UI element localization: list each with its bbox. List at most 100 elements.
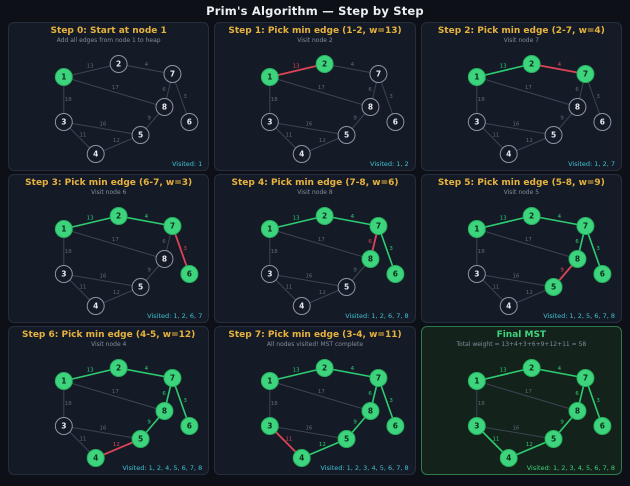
edge-weight-label-1-3: 18 xyxy=(271,97,278,103)
node-label-3: 3 xyxy=(268,422,273,431)
edge-weight-label-3-5: 16 xyxy=(512,274,519,280)
edge-weight-label-4-5: 12 xyxy=(526,442,533,448)
edge-weight-label-1-2: 13 xyxy=(499,64,506,70)
node-label-4: 4 xyxy=(506,302,511,311)
graph-edge-2-7 xyxy=(118,367,173,379)
node-label-3: 3 xyxy=(474,270,479,279)
graph-node-3 xyxy=(261,265,280,283)
graph-edge-2-7 xyxy=(531,367,586,379)
node-label-1: 1 xyxy=(474,225,479,234)
edge-weight-label-7-8: 6 xyxy=(162,87,166,93)
edge-weight-label-1-8: 17 xyxy=(318,85,325,91)
edge-weight-label-7-8: 6 xyxy=(369,239,373,245)
edge-weight-label-5-8: 9 xyxy=(560,116,564,122)
graph-node-8 xyxy=(361,98,380,116)
step-title: Step 3: Pick min edge (6-7, w=3) xyxy=(25,178,193,188)
node-label-1: 1 xyxy=(268,377,273,386)
graph-node-3 xyxy=(261,113,280,131)
graph-node-5 xyxy=(337,126,356,144)
graph-node-7 xyxy=(369,217,388,235)
graph-edge-1-8 xyxy=(476,76,578,108)
node-label-2: 2 xyxy=(322,60,327,69)
graph-node-5 xyxy=(544,430,563,448)
edge-weight-label-1-3: 18 xyxy=(477,401,484,407)
node-label-4: 4 xyxy=(506,454,511,463)
edge-weight-label-1-8: 17 xyxy=(112,389,119,395)
visited-label: Visited: 1, 2, 5, 6, 7, 8 xyxy=(543,312,615,320)
edge-weight-label-2-7: 4 xyxy=(145,62,149,68)
visited-label: Visited: 1, 2, 3, 4, 5, 6, 7, 8 xyxy=(526,464,615,472)
graph-node-1 xyxy=(54,372,73,390)
graph-edge-2-7 xyxy=(118,63,173,75)
edge-weight-label-2-7: 4 xyxy=(351,366,355,372)
edge-weight-label-1-3: 18 xyxy=(477,97,484,103)
graph-node-1 xyxy=(467,372,486,390)
edge-weight-label-2-7: 4 xyxy=(351,62,355,68)
edge-weight-label-1-8: 17 xyxy=(525,389,532,395)
node-label-5: 5 xyxy=(138,435,143,444)
edge-weight-label-4-5: 12 xyxy=(526,290,533,296)
node-label-3: 3 xyxy=(268,270,273,279)
visited-label: Visited: 1, 2, 7 xyxy=(568,160,615,168)
node-label-3: 3 xyxy=(268,118,273,127)
graph-node-5 xyxy=(544,278,563,296)
node-label-8: 8 xyxy=(575,103,580,112)
graph-node-3 xyxy=(467,417,486,435)
graph-node-7 xyxy=(163,369,182,387)
edge-weight-label-2-7: 4 xyxy=(557,62,561,68)
node-label-4: 4 xyxy=(93,454,98,463)
node-label-7: 7 xyxy=(170,70,175,79)
edge-weight-label-4-5: 12 xyxy=(319,442,326,448)
graph-node-6 xyxy=(593,417,612,435)
figure-title: Prim's Algorithm — Step by Step xyxy=(206,4,424,18)
edge-weight-label-1-3: 18 xyxy=(65,97,72,103)
step-title: Step 1: Pick min edge (1-2, w=13) xyxy=(228,26,402,36)
graph-node-8 xyxy=(155,98,174,116)
graph-node-4 xyxy=(499,449,518,467)
graph-node-2 xyxy=(109,207,128,225)
edge-weight-label-2-7: 4 xyxy=(145,214,149,220)
graph-node-6 xyxy=(593,113,612,131)
edge-weight-label-1-2: 13 xyxy=(293,216,300,222)
node-label-8: 8 xyxy=(162,407,167,416)
edge-weight-label-3-5: 16 xyxy=(512,426,519,432)
graph-edge-1-8 xyxy=(270,76,371,108)
node-label-2: 2 xyxy=(322,212,327,221)
edge-weight-label-6-7: 3 xyxy=(183,246,187,252)
edge-weight-label-1-3: 18 xyxy=(65,249,72,255)
graph-node-1 xyxy=(261,372,280,390)
graph-edge-1-2 xyxy=(476,367,532,382)
edge-weight-label-3-4: 11 xyxy=(79,132,86,138)
figure-header: Prim's Algorithm — Step by Step xyxy=(0,0,630,22)
edge-weight-label-4-5: 12 xyxy=(113,442,120,448)
step-panel-3: Step 3: Pick min edge (6-7, w=3) Visit no… xyxy=(8,174,210,323)
node-label-4: 4 xyxy=(299,150,304,159)
graph-edge-1-2 xyxy=(269,367,326,382)
graph-node-6 xyxy=(593,265,612,283)
node-label-2: 2 xyxy=(529,364,534,373)
graph-node-4 xyxy=(293,145,312,163)
graph-node-6 xyxy=(180,113,199,131)
edge-weight-label-5-8: 9 xyxy=(560,268,564,274)
visited-label: Visited: 1, 2 xyxy=(370,160,409,168)
edge-weight-label-3-4: 11 xyxy=(79,284,86,290)
edge-weight-label-5-8: 9 xyxy=(147,268,151,274)
node-label-3: 3 xyxy=(61,270,66,279)
graph-node-2 xyxy=(315,207,334,225)
graph-node-6 xyxy=(180,265,199,283)
graph-node-4 xyxy=(86,297,105,315)
graph-edge-2-7 xyxy=(324,215,379,227)
edge-weight-label-3-5: 16 xyxy=(306,274,313,280)
step-panel-2: Step 2: Pick min edge (2-7, w=4) Visit no… xyxy=(420,22,622,171)
graph-edge-3-5 xyxy=(270,425,347,440)
node-label-6: 6 xyxy=(187,422,192,431)
step-panel-6: Step 6: Pick min edge (4-5, w=12) Visit n… xyxy=(8,326,210,475)
node-label-3: 3 xyxy=(474,422,479,431)
edge-weight-label-2-7: 4 xyxy=(145,366,149,372)
edge-weight-label-6-7: 3 xyxy=(390,398,394,404)
graph-node-4 xyxy=(86,449,105,467)
edge-weight-label-7-8: 6 xyxy=(575,391,579,397)
steps-grid: Step 0: Start at node 1 Add all edges fro… xyxy=(8,22,622,475)
graph-node-3 xyxy=(54,265,73,283)
